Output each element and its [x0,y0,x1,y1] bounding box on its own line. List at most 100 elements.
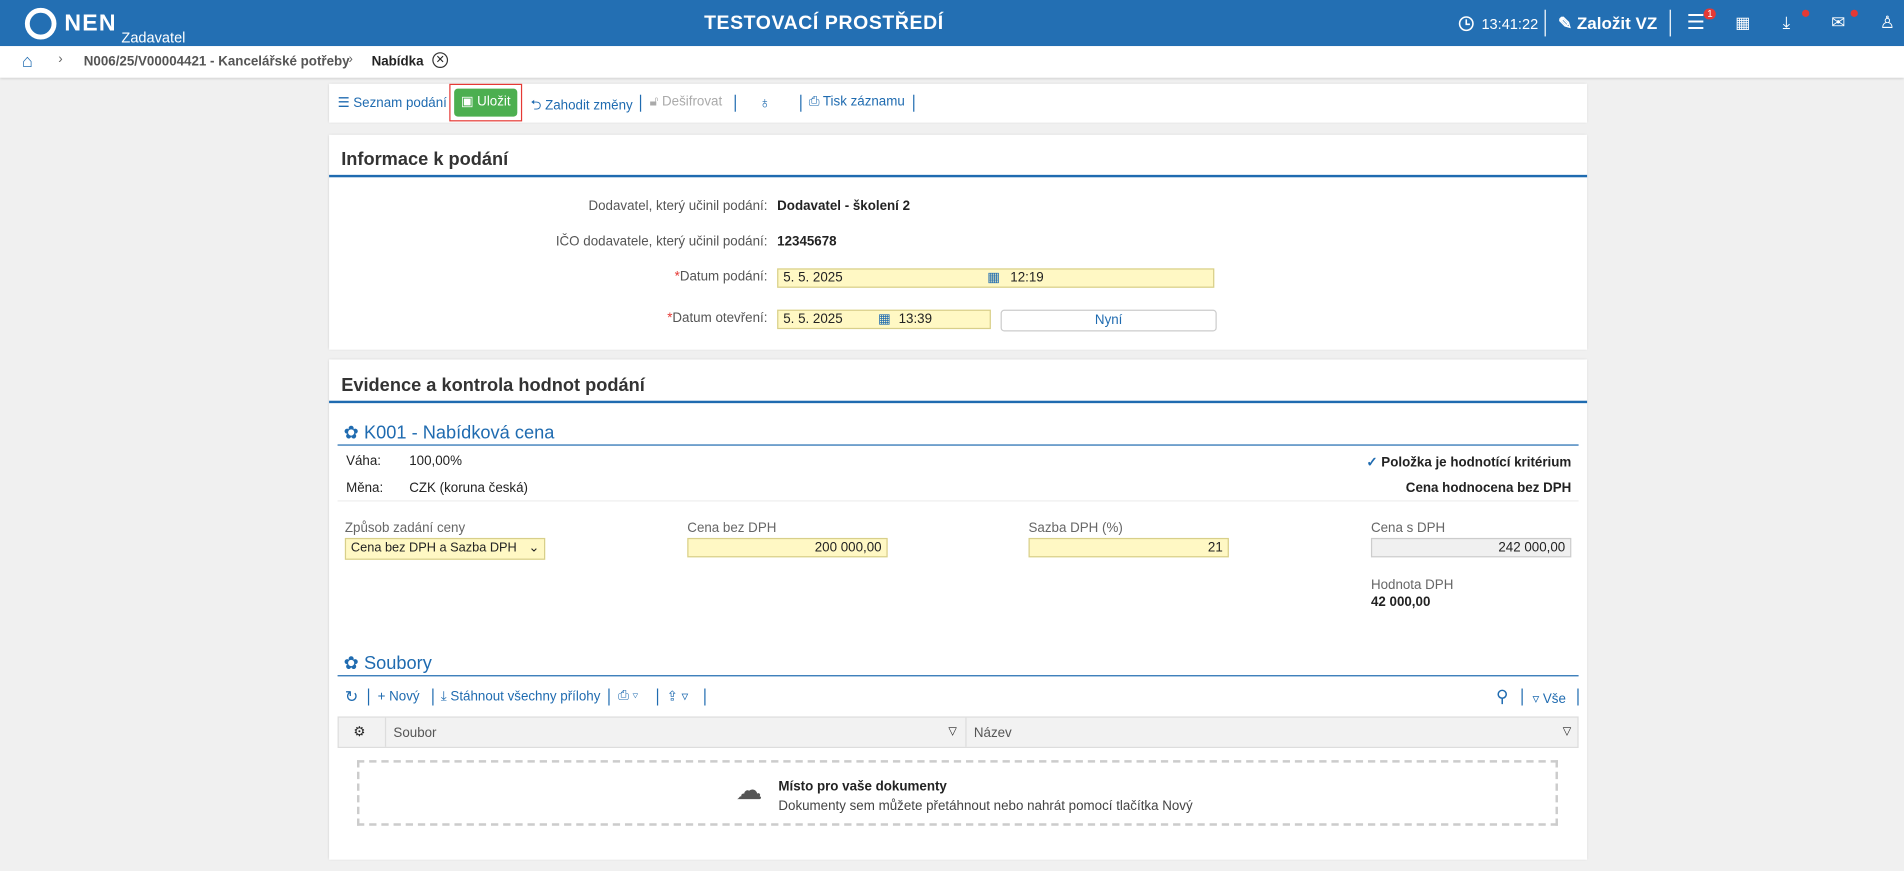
breadcrumb: ⌂ › N006/25/V00004421 - Kancelářské potř… [0,46,1904,78]
select[interactable]: Cena bez DPH a Sazba DPH ⌄ [344,537,546,560]
home-icon[interactable]: ⌂ [21,51,33,72]
now-button[interactable]: Nyní [1000,309,1217,332]
clock-icon [1458,16,1474,32]
chevron: › [348,52,353,67]
time: 13:39 [898,312,933,327]
sep [734,94,736,112]
section-title: Evidence a kontrola hodnot podání [341,375,645,396]
input[interactable]: 200 000,00 [687,537,888,558]
crumb[interactable]: N006/25/V00004421 - Kancelářské potřeby [83,54,350,70]
evidence-card: Evidence a kontrola hodnot podání ✿ K001… [329,359,1588,860]
divider [337,500,1579,502]
sep [1577,688,1579,706]
value: CZK (koruna česká) [409,480,528,496]
label: Dodavatel, který učinil podání: [588,199,768,214]
discard-button[interactable]: ⮌ Zahodit změny [530,98,633,113]
print-button[interactable]: ⎙ Tisk záznamu [808,94,905,110]
all-button[interactable]: ▿ Vše [1532,692,1566,707]
download-all[interactable]: ⤓ Stáhnout všechny přílohy [440,689,601,705]
value: 100,00% [409,454,462,469]
drop-zone[interactable]: ☁ Místo pro vaše dokumenty Dokumenty sem… [357,760,1558,826]
evaluated: Cena hodnocena bez DPH [1405,480,1572,496]
print-menu[interactable]: ⎙ ▿ [618,688,639,704]
underline [329,174,1588,178]
label: Sazba DPH (%) [1028,520,1123,536]
logo: NEN [64,10,117,37]
create-label: Založit VZ [1576,13,1658,33]
highlight [449,83,523,122]
create-button[interactable]: ✎ Založit VZ [1557,13,1658,33]
download-icon[interactable]: ⤓ [1782,12,1791,32]
decrypt-button[interactable]: 🔓︎ Dešifrovat [649,94,723,110]
divider [1544,9,1546,37]
label: Tisk záznamu [822,94,905,110]
value: Dodavatel - školení 2 [777,199,911,214]
section-title: Informace k podání [341,149,509,171]
drop-title: Místo pro vaše dokumenty [778,779,947,795]
label: Nový [389,689,420,705]
label: Uložit [477,94,511,110]
date-input[interactable]: 5. 5. 2025 ▦ 12:19 [777,268,1215,288]
col-sep [384,717,387,747]
settings-icon[interactable]: ⚙ [353,724,366,740]
cloud-icon: ☁ [735,774,763,806]
filter-icon[interactable]: ⚲ [1496,686,1509,706]
underline [337,444,1579,446]
input[interactable]: 21 [1028,537,1229,558]
calendar-icon[interactable]: ▦ [1735,13,1751,32]
mail-icon[interactable]: ✉ [1831,12,1846,32]
sep [656,688,659,706]
save-button[interactable]: ▣ Uložit [454,88,518,117]
info-card: Informace k podání Dodavatel, který učin… [329,134,1588,350]
label: Váha: [346,454,381,469]
export-menu[interactable]: ⇪ ▿ [666,689,689,705]
list-button[interactable]: ☰ Seznam podání [337,95,447,111]
label: Cena bez DPH [687,520,777,536]
title: K001 - Nabídková cena [363,422,555,444]
title: Soubory [363,653,432,674]
text: Položka je hodnotící kritérium [1381,455,1572,470]
sep [704,688,706,706]
files-title: ✿ Soubory [343,653,432,674]
label: Způsob zadání ceny [344,520,466,536]
sep [639,94,642,112]
label: IČO dodavatele, který učinil podání: [555,234,768,249]
readonly-input: 242 000,00 [1370,537,1572,558]
menu-icon[interactable]: ☰ [1686,10,1706,35]
label: Stáhnout všechny přílohy [450,689,601,705]
value: Cena bez DPH a Sazba DPH [350,540,517,555]
refresh-icon[interactable]: ↻ [344,687,359,706]
value: 42 000,00 [1370,595,1431,610]
date: 5. 5. 2025 [783,270,843,286]
user-icon[interactable]: ♙ [1879,12,1895,32]
date-input[interactable]: 5. 5. 2025 ▦ 13:39 [777,309,991,330]
env-title: TESTOVACÍ PROSTŘEDÍ [704,13,944,35]
label: Vše [1542,692,1566,707]
sep [913,94,915,112]
label-text: Datum otevření: [672,310,768,326]
label: *Datum otevření: [667,310,768,326]
crumb: Nabídka [371,54,424,70]
column[interactable]: Název [973,726,1012,741]
label: Dešifrovat [662,94,723,110]
sort-icon[interactable]: ▽ [948,724,957,738]
dot [1850,9,1858,18]
time: 12:19 [1010,270,1044,286]
badge: 1 [1703,8,1717,20]
underline [337,675,1579,677]
flag: ✓ Položka je hodnotící kritérium [1366,455,1572,470]
new-button[interactable]: + Nový [377,689,420,705]
date: 5. 5. 2025 [783,312,843,327]
close-icon[interactable]: ✕ [432,52,449,69]
label: Cena s DPH [1370,520,1446,536]
sort-icon[interactable]: ▽ [1562,724,1572,738]
award-icon[interactable]: ♁ [758,93,771,112]
role: Zadavatel [121,29,186,47]
underline [329,400,1588,404]
drop-text: Dokumenty sem můžete přetáhnout nebo nah… [778,799,1193,814]
column[interactable]: Soubor [393,726,437,741]
dot [1802,9,1810,18]
label: Zahodit změny [545,98,633,113]
